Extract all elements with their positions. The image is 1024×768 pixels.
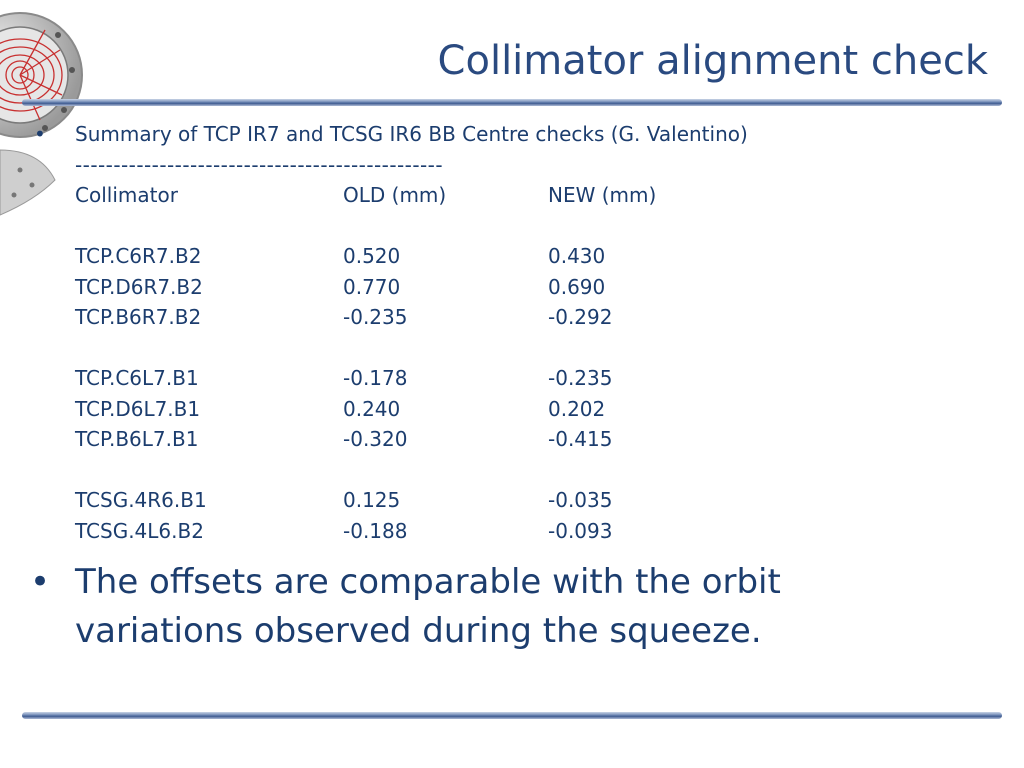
detector-logo-icon	[0, 0, 90, 235]
table-row: TCP.D6L7.B1 0.240 0.202	[75, 394, 748, 425]
bottom-divider-rule	[22, 712, 1002, 719]
old-value: 0.520	[343, 244, 401, 268]
old-value: -0.235	[343, 305, 408, 329]
collimator-name: TCP.D6L7.B1	[75, 396, 201, 421]
collimator-name: TCSG.4R6.B1	[75, 488, 207, 512]
collimator-name: TCP.B6L7.B1	[75, 427, 199, 451]
new-value: -0.093	[548, 518, 613, 543]
summary-line: Summary of TCP IR7 and TCSG IR6 BB Centr…	[75, 122, 748, 146]
table-row: TCP.C6L7.B1 -0.178 -0.235	[75, 363, 748, 394]
slide-title: Collimator alignment check	[437, 38, 988, 84]
new-value: -0.035	[548, 488, 613, 512]
summary-block: Summary of TCP IR7 and TCSG IR6 BB Centr…	[75, 119, 748, 546]
collimator-name: TCP.C6L7.B1	[75, 366, 199, 390]
table-row: TCP.B6R7.B2 -0.235 -0.292	[75, 302, 748, 333]
main-bullet-text: The offsets are comparable with the orbi…	[75, 562, 781, 651]
old-value: -0.188	[343, 518, 408, 543]
new-value: -0.292	[548, 305, 613, 329]
header-collimator: Collimator	[75, 183, 178, 207]
table-row: TCP.D6R7.B2 0.770 0.690	[75, 272, 748, 303]
collimator-name: TCP.D6R7.B2	[75, 274, 203, 299]
summary-bullet-icon: •	[34, 122, 46, 146]
summary-divider: ----------------------------------------…	[75, 152, 444, 177]
table-row: TCP.C6R7.B2 0.520 0.430	[75, 241, 748, 272]
header-new: NEW (mm)	[548, 183, 657, 207]
collimator-name: TCP.C6R7.B2	[75, 244, 202, 268]
new-value: -0.235	[548, 366, 613, 390]
old-value: -0.320	[343, 427, 408, 451]
old-value: 0.125	[343, 488, 401, 512]
collimator-name: TCSG.4L6.B2	[75, 518, 204, 543]
header-old: OLD (mm)	[343, 183, 447, 207]
bullet-icon: •	[30, 562, 51, 602]
table-row: TCSG.4R6.B1 0.125 -0.035	[75, 485, 748, 516]
table-row: TCSG.4L6.B2 -0.188 -0.093	[75, 516, 748, 547]
new-value: 0.430	[548, 244, 606, 268]
old-value: -0.178	[343, 366, 408, 390]
collimator-name: TCP.B6R7.B2	[75, 305, 202, 329]
old-value: 0.770	[343, 274, 401, 299]
old-value: 0.240	[343, 396, 401, 421]
new-value: 0.690	[548, 274, 606, 299]
new-value: -0.415	[548, 427, 613, 451]
new-value: 0.202	[548, 396, 606, 421]
table-header-row: Collimator OLD (mm) NEW (mm)	[75, 180, 748, 211]
top-divider-rule	[22, 99, 1002, 106]
table-row: TCP.B6L7.B1 -0.320 -0.415	[75, 424, 748, 455]
